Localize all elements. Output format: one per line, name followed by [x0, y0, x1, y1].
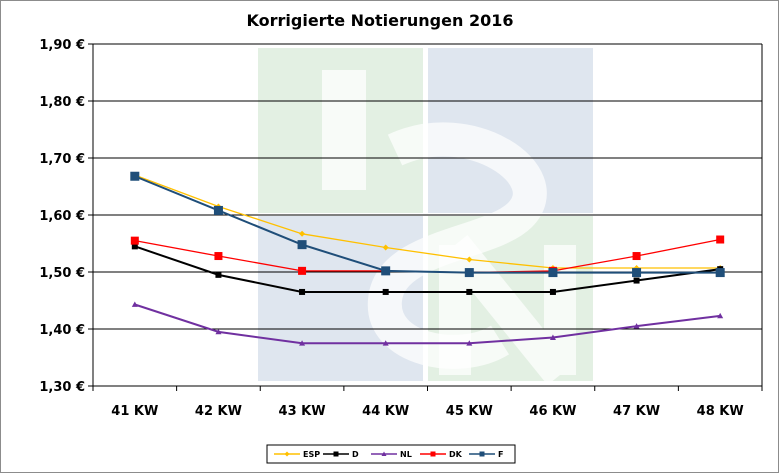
x-tick-label: 43 KW [279, 404, 326, 419]
y-tick-label: 1,70 € [39, 152, 85, 167]
data-point [213, 205, 223, 215]
data-point [131, 243, 138, 250]
data-point [716, 235, 725, 244]
data-point [215, 328, 222, 335]
x-tick-label: 48 KW [697, 404, 744, 419]
series-line [134, 303, 721, 345]
series-nl [131, 301, 724, 346]
x-tick-label: 46 KW [529, 404, 576, 419]
watermark-logo [258, 48, 593, 386]
x-tick-label: 45 KW [446, 404, 493, 419]
data-point [633, 277, 640, 284]
data-point [466, 256, 473, 263]
series-line [134, 245, 721, 293]
legend-marker [430, 451, 436, 457]
data-point [131, 301, 138, 307]
data-point [381, 266, 391, 276]
x-axis: 41 KW 42 KW 43 KW 44 KW 45 KW 46 KW 47 KW 48 KW [92, 386, 763, 419]
data-point [297, 240, 307, 250]
data-point [214, 252, 223, 261]
data-point [717, 312, 724, 319]
y-tick-label: 1,80 € [39, 95, 85, 110]
data-series [130, 171, 725, 346]
data-point [298, 266, 307, 275]
series-line [134, 174, 721, 269]
data-point [466, 340, 473, 346]
y-tick-label: 1,90 € [39, 38, 85, 53]
data-point [464, 268, 474, 278]
x-tick-label: 44 KW [362, 404, 409, 419]
legend: ESP D NL DK F [266, 444, 516, 464]
data-point [130, 236, 139, 245]
y-axis: 1,30 € 1,40 € 1,50 € 1,60 € 1,70 € 1,80 € 1,90… [39, 38, 85, 395]
data-point [299, 340, 306, 346]
y-tick-label: 1,30 € [39, 380, 85, 395]
legend-marker [284, 451, 290, 457]
data-point [382, 288, 389, 295]
data-point [549, 288, 556, 295]
data-point [549, 334, 556, 340]
legend-marker [479, 451, 485, 457]
data-point [633, 323, 640, 329]
data-point [299, 288, 306, 295]
x-tick-label: 42 KW [195, 404, 242, 419]
series-f [130, 171, 725, 278]
grid-lines [88, 43, 763, 387]
data-point [632, 252, 641, 261]
series-line [134, 175, 721, 274]
legend-marker [381, 451, 387, 456]
x-tick-label: 47 KW [613, 404, 660, 419]
legend-label: NL [400, 450, 412, 459]
data-point [130, 171, 140, 181]
data-point [632, 268, 642, 278]
chart-title: Korrigierte Notierungen 2016 [247, 11, 514, 30]
legend-label: ESP [303, 450, 320, 459]
data-point [466, 288, 473, 295]
data-point [715, 268, 725, 278]
legend-label: F [498, 450, 503, 459]
data-point [382, 244, 389, 251]
data-point [215, 271, 222, 278]
y-tick-label: 1,50 € [39, 266, 85, 281]
legend-label: D [352, 450, 359, 459]
data-point [299, 230, 306, 237]
y-tick-label: 1,40 € [39, 323, 85, 338]
data-point [382, 340, 389, 346]
x-tick-label: 41 KW [111, 404, 158, 419]
legend-label: DK [449, 450, 463, 459]
data-point [548, 268, 558, 278]
y-tick-label: 1,60 € [39, 209, 85, 224]
legend-marker [333, 451, 339, 457]
